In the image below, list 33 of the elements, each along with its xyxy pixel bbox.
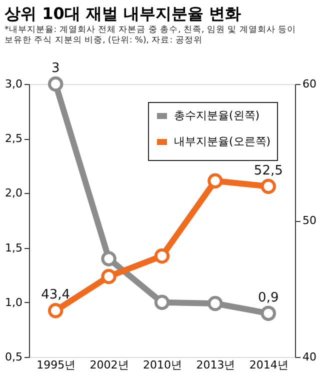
y2-tick-label: 60 <box>302 78 316 90</box>
y-tick-label: 2,0 <box>5 186 22 200</box>
y-tick-label: 1,0 <box>5 296 22 309</box>
y-tick-label: 0,5 <box>5 350 22 364</box>
chart-title: 상위 10대 재벌 내부지분율 변화 <box>4 4 242 23</box>
x-tick-label: 1995년 <box>36 358 76 372</box>
y2-tick-label: 40 <box>302 350 316 364</box>
point <box>260 306 276 321</box>
legend-label: 내부지분율(오른쪽) <box>174 135 271 148</box>
y2-tick-label: 50 <box>302 214 316 227</box>
point <box>48 76 64 92</box>
text: 보유한 주식 지분의 비중, (단위: %), 자료: 공정위 <box>4 36 202 46</box>
data-label: 0,9 <box>258 290 279 306</box>
point <box>154 248 170 264</box>
data-label: 3 <box>51 61 60 76</box>
x-tick-label: 2014년 <box>249 358 288 372</box>
point <box>154 294 170 310</box>
legend-label: 총수지분율(왼쪽) <box>174 109 260 122</box>
point <box>101 268 116 284</box>
text: *내부지분율: 계열회사 전체 자본금 중 총수, 친족, 임원 및 계열회사 등이 <box>4 25 296 35</box>
point <box>208 296 223 312</box>
y-tick-label: 3,0 <box>5 78 22 90</box>
x-tick-label: 2002년 <box>90 358 129 372</box>
x-tick-label: 2010년 <box>143 358 182 372</box>
point <box>48 302 64 318</box>
y-tick-label: 1,5 <box>5 241 22 254</box>
y-tick-label: 2,5 <box>5 132 22 146</box>
x-tick-label: 2013년 <box>196 358 236 372</box>
point <box>101 251 116 266</box>
data-label: 43,4 <box>41 288 70 303</box>
point <box>260 178 276 194</box>
point <box>208 173 223 189</box>
data-label: 52,5 <box>254 163 283 178</box>
